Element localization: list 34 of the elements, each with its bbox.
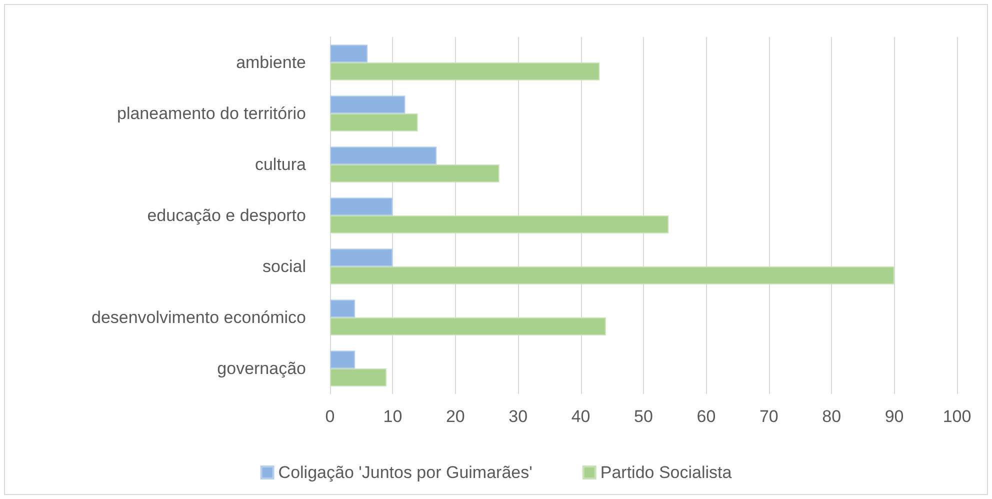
x-tick-label: 10 xyxy=(383,407,402,426)
x-tick-label: 60 xyxy=(696,407,716,426)
x-tick-label: 70 xyxy=(759,407,778,426)
x-tick-label: 100 xyxy=(942,407,972,426)
x-tick-label: 20 xyxy=(446,407,465,426)
bar xyxy=(330,114,418,132)
x-tick-label: 90 xyxy=(884,407,904,426)
x-tick-label: 50 xyxy=(634,407,653,426)
bar xyxy=(330,44,368,62)
x-tick-label: 30 xyxy=(508,407,528,426)
bar xyxy=(330,62,600,80)
bar xyxy=(330,318,606,336)
y-tick-label: planeamento do território xyxy=(116,104,306,123)
y-tick-label: cultura xyxy=(254,155,307,174)
y-tick-label: governação xyxy=(217,359,306,378)
x-tick-label: 0 xyxy=(325,407,335,426)
bar xyxy=(330,198,393,216)
legend-label: Partido Socialista xyxy=(600,463,732,482)
bar xyxy=(330,146,437,164)
y-tick-label: social xyxy=(262,257,306,276)
bar xyxy=(330,96,406,114)
legend-label: Coligação 'Juntos por Guimarães' xyxy=(278,463,532,482)
x-tick-label: 80 xyxy=(822,407,842,426)
y-tick-label: desenvolvimento económico xyxy=(91,308,306,327)
bar xyxy=(330,350,356,368)
bar xyxy=(330,164,500,182)
bar xyxy=(330,216,669,234)
bar xyxy=(330,368,386,386)
bar xyxy=(330,300,356,318)
y-tick-label: educação e desporto xyxy=(147,206,306,225)
bar xyxy=(330,248,393,266)
y-tick-label: ambiente xyxy=(236,53,306,72)
x-tick-label: 40 xyxy=(571,407,590,426)
bar xyxy=(330,266,894,284)
